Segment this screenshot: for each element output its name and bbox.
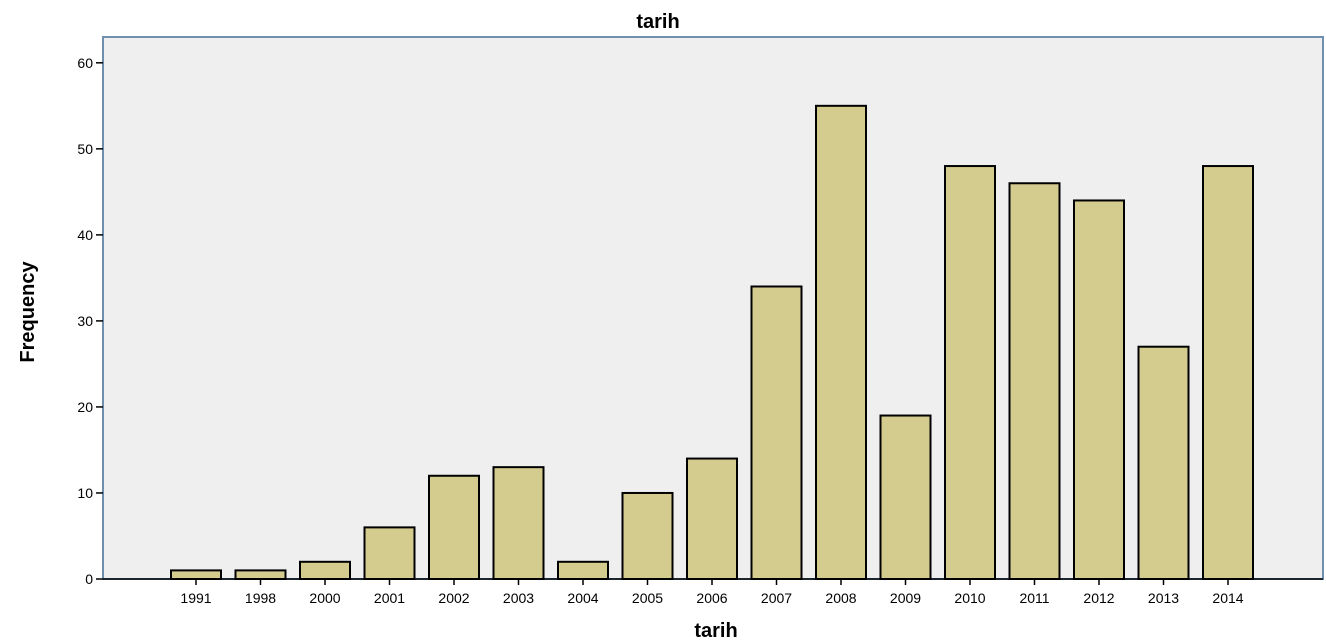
x-tick-label: 2014 [1212, 590, 1243, 606]
x-tick-label: 2013 [1148, 590, 1179, 606]
bar-2000 [299, 560, 351, 580]
bar-2013 [1137, 345, 1190, 581]
bar-2014 [1202, 165, 1254, 581]
x-axis: 1991 1998 2000 2001 2002 2003 2004 2005 2006 2007… [103, 578, 1323, 606]
y-axis: 0 10 20 30 40 50 60 [77, 55, 103, 587]
y-tick-label: 0 [85, 571, 93, 587]
x-tick-label: 2002 [438, 590, 469, 606]
x-tick-label: 2006 [696, 590, 727, 606]
bar-2004 [557, 560, 609, 580]
bar-2009 [879, 414, 932, 580]
bar-2011 [1008, 182, 1061, 580]
x-tick-label: 2010 [954, 590, 985, 606]
bar-2012 [1073, 199, 1125, 580]
x-axis-label: tarih [694, 620, 737, 642]
y-tick-label: 50 [77, 141, 93, 157]
x-tick-label: 2003 [503, 590, 534, 606]
x-tick-label: 2000 [309, 590, 340, 606]
x-tick-label: 2007 [761, 590, 792, 606]
bar-2001 [363, 526, 416, 581]
x-tick-label: 2005 [632, 590, 663, 606]
bar-1991 [170, 569, 222, 581]
y-tick-label: 10 [77, 485, 93, 501]
y-axis-label: Frequency [17, 261, 39, 363]
y-tick-label: 60 [77, 55, 93, 71]
bar-2008 [815, 104, 867, 580]
y-tick-label: 40 [77, 227, 93, 243]
bar-1998 [234, 569, 287, 581]
chart-title: tarih [636, 11, 679, 33]
x-tick-label: 2011 [1019, 590, 1049, 606]
y-tick-label: 30 [77, 313, 93, 329]
x-tick-label: 2009 [890, 590, 921, 606]
x-tick-label: 2012 [1083, 590, 1114, 606]
x-tick-label: 1991 [180, 590, 211, 606]
x-tick-label: 1998 [245, 590, 276, 606]
bar-2002 [428, 474, 480, 580]
bar-2006 [686, 457, 738, 580]
bar-2003 [492, 466, 545, 580]
bar-2010 [944, 165, 996, 581]
x-tick-label: 2004 [567, 590, 598, 606]
bars-group [170, 104, 1254, 581]
x-tick-label: 2008 [825, 590, 856, 606]
y-tick-label: 20 [77, 399, 93, 415]
x-tick-label: 2001 [374, 590, 405, 606]
bar-2005 [621, 491, 674, 581]
bar-2007 [750, 285, 803, 580]
